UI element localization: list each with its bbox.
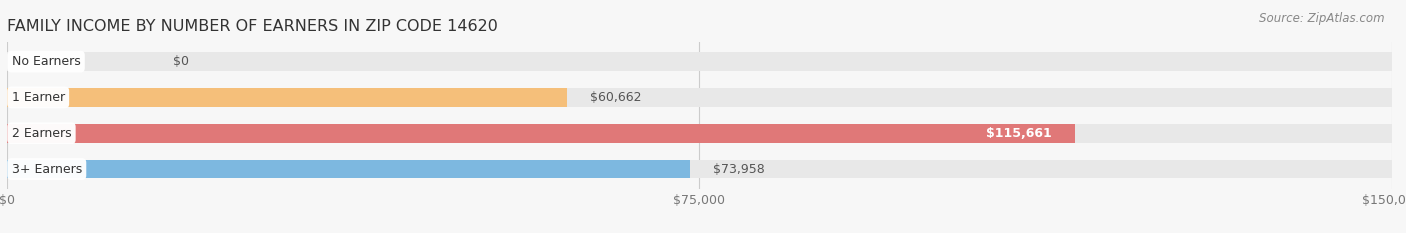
Bar [7, 52, 1392, 71]
Text: FAMILY INCOME BY NUMBER OF EARNERS IN ZIP CODE 14620: FAMILY INCOME BY NUMBER OF EARNERS IN ZI… [7, 19, 498, 34]
Text: $115,661: $115,661 [986, 127, 1052, 140]
Bar [7, 160, 690, 178]
Text: Source: ZipAtlas.com: Source: ZipAtlas.com [1260, 12, 1385, 25]
Bar [7, 124, 1392, 143]
Bar [7, 88, 1392, 107]
Text: $0: $0 [173, 55, 190, 68]
Text: 2 Earners: 2 Earners [11, 127, 72, 140]
Text: 1 Earner: 1 Earner [11, 91, 65, 104]
Text: No Earners: No Earners [11, 55, 80, 68]
Text: $73,958: $73,958 [713, 163, 765, 175]
Text: 3+ Earners: 3+ Earners [11, 163, 82, 175]
Bar [7, 160, 1392, 178]
Text: $60,662: $60,662 [591, 91, 641, 104]
Bar [7, 124, 1076, 143]
Bar [7, 88, 567, 107]
